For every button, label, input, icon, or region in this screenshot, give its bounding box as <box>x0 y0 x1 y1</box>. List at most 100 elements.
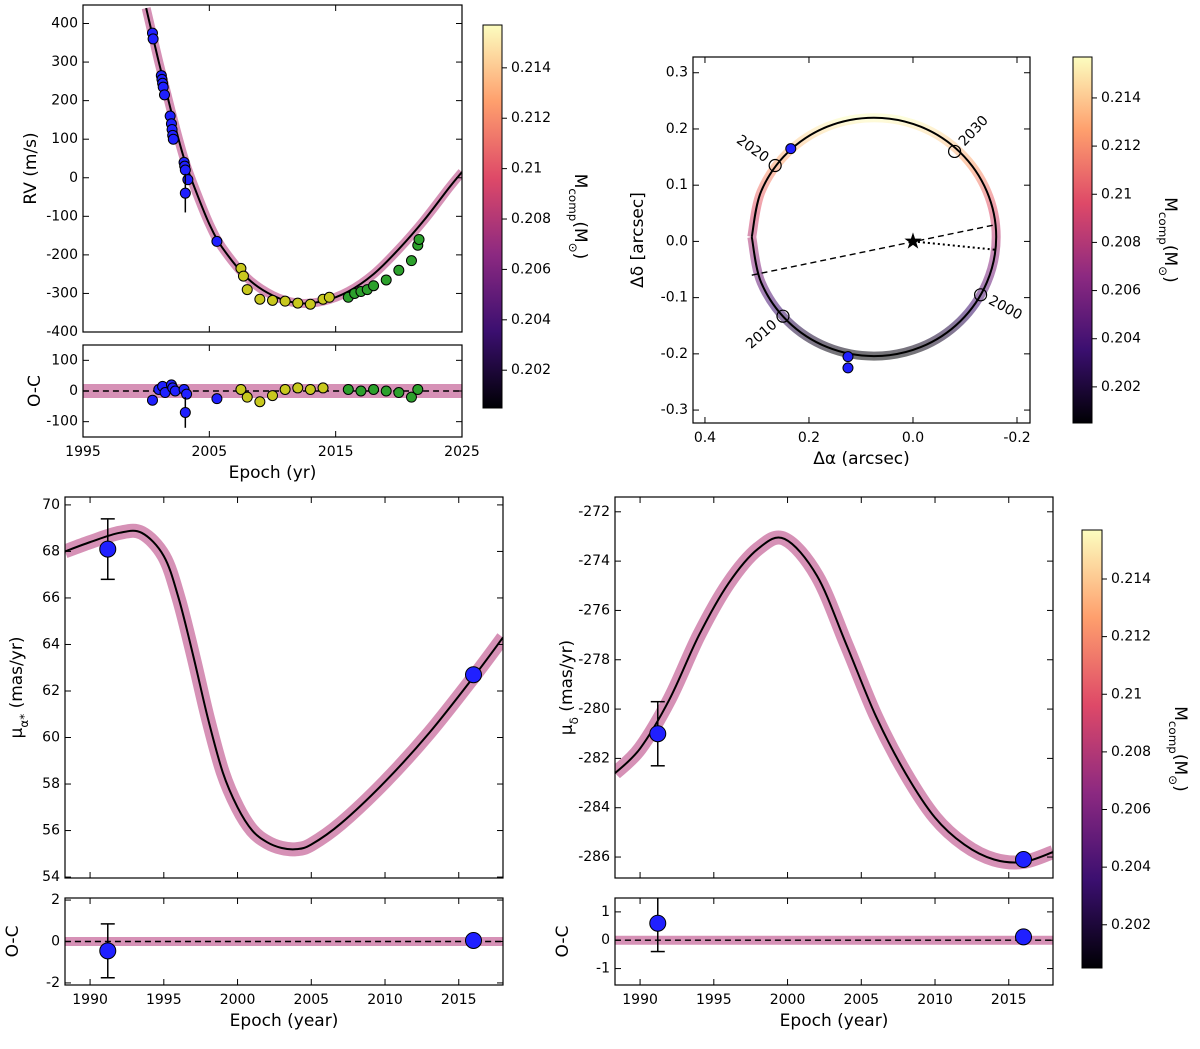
y-axis-label-part: α* <box>17 714 31 728</box>
data-point <box>147 33 159 45</box>
y-tick-label: 0 <box>69 170 78 186</box>
plot-area <box>615 530 1053 870</box>
epoch-marker <box>973 288 988 302</box>
y-axis-label-part: μ <box>7 727 27 738</box>
data-point <box>167 133 179 145</box>
data-point <box>412 383 424 395</box>
colorbar-tick-label: 0.21 <box>511 161 542 177</box>
data-point <box>405 255 417 267</box>
epoch-label: 2010 <box>743 317 780 352</box>
data-point <box>169 385 181 397</box>
colorbar-tick-label: 0.214 <box>511 60 551 76</box>
colorbar-label-part: (M <box>1160 245 1180 266</box>
x-tick-label: 1995 <box>146 992 182 1008</box>
x-tick-label: 2015 <box>991 992 1027 1008</box>
y-tick-label: -272 <box>578 504 610 520</box>
y-tick-label: 100 <box>51 352 78 368</box>
y-tick-label: -0.2 <box>661 346 688 362</box>
colorbar-label-part: ) <box>570 253 590 260</box>
data-point <box>267 294 278 306</box>
epoch-label: 2000 <box>986 293 1025 324</box>
colorbar-tick-label: 0.214 <box>1101 90 1141 106</box>
epoch-marker <box>768 158 782 173</box>
data-point <box>842 351 854 363</box>
plot-area <box>141 7 462 310</box>
y-axis-label: O-C <box>25 375 45 407</box>
model-line <box>750 116 998 358</box>
x-tick-label: 0.2 <box>798 430 820 446</box>
data-point <box>179 187 191 199</box>
y-tick-label: 100 <box>51 131 78 147</box>
colorbar-tick-label: 0.206 <box>511 261 551 277</box>
colorbar-label-part: comp <box>1167 721 1181 754</box>
colorbar-label-part: ⊙ <box>1157 266 1171 276</box>
colorbar-tick-label: 0.21 <box>1111 686 1142 702</box>
colorbar-tick-label: 0.206 <box>1101 283 1141 299</box>
y-tick-label: 0 <box>69 383 78 399</box>
colorbar-tick-label: 0.212 <box>511 110 551 126</box>
y-axis-label-part: (mas/yr) <box>557 640 577 717</box>
y-tick-label: 2 <box>51 892 60 908</box>
data-point <box>413 233 425 245</box>
y-axis-label: μα* (mas/yr) <box>7 637 31 739</box>
x-tick-label: 2010 <box>367 992 403 1008</box>
x-tick-label: 2000 <box>770 992 806 1008</box>
x-axis-label: Δα (arcsec) <box>813 449 910 469</box>
colorbar-tick-label: 0.202 <box>1101 379 1141 395</box>
x-tick-label: 2015 <box>441 992 477 1008</box>
colorbar-label-part: M <box>1170 706 1190 721</box>
x-tick-label: 0.0 <box>902 430 924 446</box>
plot-area <box>747 113 1001 374</box>
data-point <box>241 391 253 403</box>
data-point <box>279 383 291 395</box>
model-band <box>615 530 1053 870</box>
data-point <box>254 293 266 305</box>
y-axis-label-part: μ <box>557 724 577 735</box>
data-point <box>99 942 117 960</box>
y-tick-label: -278 <box>578 652 610 668</box>
colorbar-tick-label: 0.208 <box>1101 234 1141 250</box>
data-point <box>179 406 191 418</box>
y-tick-label: -100 <box>46 414 78 430</box>
y-tick-label: 56 <box>42 823 60 839</box>
y-tick-label: 60 <box>42 730 60 746</box>
colorbar-tick-label: 0.21 <box>1101 186 1132 202</box>
colorbar-label-part: ⊙ <box>567 243 581 253</box>
colorbar-tick-label: 0.212 <box>1101 138 1141 154</box>
y-tick-label: 0.3 <box>666 65 688 81</box>
x-axis-label: Epoch (year) <box>780 1011 889 1031</box>
colorbar-label-part: comp <box>1157 212 1171 245</box>
colorbar-label: Mcomp(M⊙) <box>1157 197 1181 283</box>
x-tick-label: 1990 <box>72 992 108 1008</box>
plot-area <box>615 898 1053 953</box>
colorbar-label-part: M <box>570 174 590 189</box>
data-point <box>342 383 354 395</box>
x-tick-label: 2000 <box>220 992 256 1008</box>
y-tick-label: -200 <box>46 247 78 263</box>
colorbar-label-part: (M <box>1170 754 1190 775</box>
data-point <box>267 390 278 402</box>
data-point <box>465 666 483 684</box>
data-point <box>181 388 193 400</box>
data-point <box>1015 851 1033 869</box>
y-tick-label: 0 <box>51 934 60 950</box>
y-tick-label: -280 <box>578 701 610 717</box>
data-point <box>211 235 223 247</box>
epoch-marker <box>776 309 790 323</box>
x-tick-label: 1995 <box>65 444 101 460</box>
y-tick-label: 68 <box>42 543 60 559</box>
y-tick-label: 70 <box>42 497 60 513</box>
x-axis-label: Epoch (yr) <box>229 463 317 483</box>
colorbar-tick-label: 0.208 <box>511 211 551 227</box>
axes-frame <box>614 496 1054 879</box>
colorbar-tick-label: 0.204 <box>511 312 551 328</box>
model-line <box>615 536 1053 864</box>
colorbar-label: Mcomp(M⊙) <box>1167 706 1191 792</box>
colorbar-tick-label: 0.212 <box>1111 629 1151 645</box>
data-point <box>355 385 367 397</box>
data-point <box>368 383 380 395</box>
y-tick-label: 66 <box>42 590 60 606</box>
colorbar-label-part: M <box>1160 197 1180 212</box>
data-point <box>304 383 316 395</box>
plot-area <box>83 379 462 428</box>
